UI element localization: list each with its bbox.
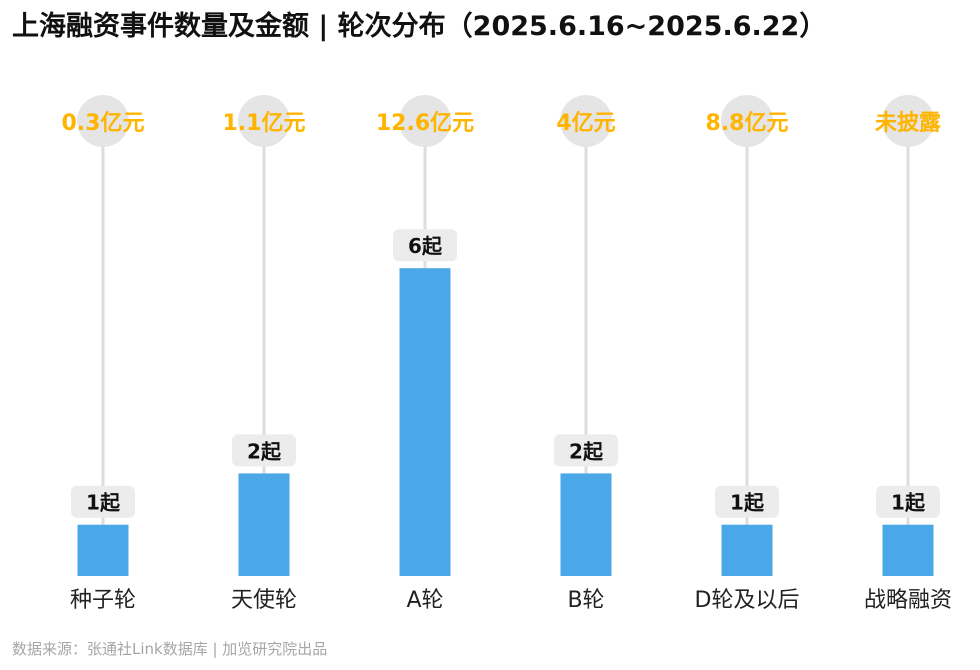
count-label: 1起 — [86, 491, 121, 515]
count-label: 2起 — [247, 439, 282, 463]
bar — [238, 473, 290, 576]
count-badge — [71, 485, 135, 518]
bar — [560, 473, 612, 576]
amount-label: 12.6亿元 — [376, 111, 474, 136]
bar — [721, 524, 773, 576]
count-label: 6起 — [408, 234, 443, 258]
amount-circle — [560, 95, 612, 147]
bar — [882, 524, 934, 576]
amount-circle — [882, 95, 934, 147]
amount-label: 8.8亿元 — [706, 111, 789, 136]
chart-title: 上海融资事件数量及金额 | 轮次分布（2025.6.16~2025.6.22） — [12, 11, 827, 42]
count-label: 1起 — [730, 491, 765, 515]
amount-label: 1.1亿元 — [223, 111, 306, 136]
count-badge — [715, 485, 779, 518]
category-label: 天使轮 — [231, 588, 297, 613]
count-label: 1起 — [891, 491, 926, 515]
count-badge — [393, 229, 457, 262]
category-label: A轮 — [406, 588, 443, 613]
amount-circle — [399, 95, 451, 147]
category-label: D轮及以后 — [695, 588, 800, 613]
count-badge — [876, 485, 940, 518]
category-label: B轮 — [567, 588, 604, 613]
amount-circle — [238, 95, 290, 147]
category-label: 种子轮 — [70, 588, 136, 613]
amount-circle — [721, 95, 773, 147]
amount-label: 0.3亿元 — [62, 111, 145, 136]
amount-label: 未披露 — [875, 111, 942, 136]
bar — [399, 268, 451, 576]
amount-circle — [77, 95, 129, 147]
data-source-note: 数据来源：张通社Link数据库 | 加览研究院出品 — [12, 640, 328, 658]
count-badge — [554, 434, 618, 467]
count-badge — [232, 434, 296, 467]
amount-label: 4亿元 — [556, 111, 615, 136]
count-label: 2起 — [569, 439, 604, 463]
category-label: 战略融资 — [864, 588, 952, 613]
bar — [77, 524, 129, 576]
